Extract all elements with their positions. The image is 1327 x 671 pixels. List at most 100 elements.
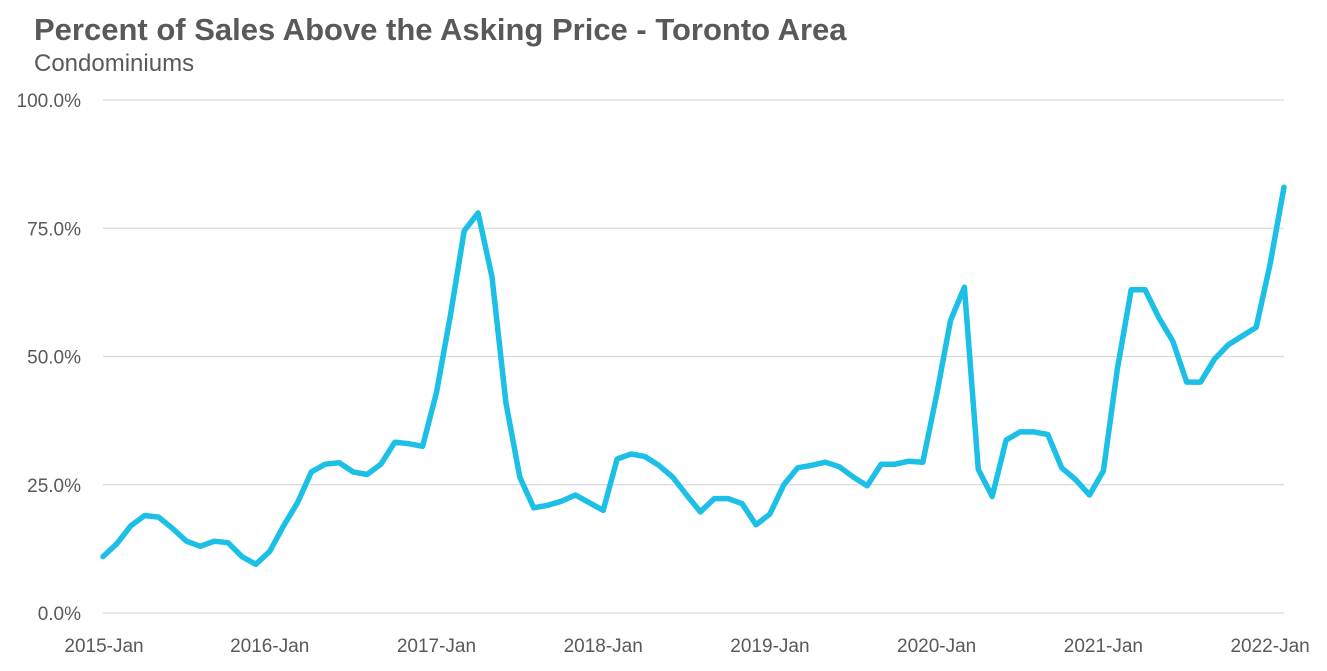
x-tick-label: 2018-Jan	[564, 636, 643, 657]
data-point	[711, 496, 717, 502]
x-tick-label: 2022-Jan	[1230, 636, 1309, 657]
data-point	[989, 494, 995, 500]
data-point	[114, 541, 120, 547]
data-point	[628, 451, 634, 457]
data-point	[864, 483, 870, 489]
data-point	[934, 392, 940, 398]
data-point	[1225, 342, 1231, 348]
series-line	[100, 184, 1287, 568]
data-point	[767, 511, 773, 517]
chart-title: Percent of Sales Above the Asking Price …	[34, 12, 847, 47]
data-point	[795, 465, 801, 471]
x-axis-ticks: 2015-Jan 2016-Jan 2017-Jan 2018-Jan 2019-Jan…	[64, 636, 1309, 657]
data-point	[197, 543, 203, 549]
data-point	[906, 458, 912, 464]
data-point	[503, 400, 509, 406]
data-point	[475, 210, 481, 216]
data-point	[433, 389, 439, 395]
data-point	[406, 441, 412, 447]
data-point	[336, 460, 342, 466]
data-point	[684, 492, 690, 498]
data-point	[1017, 429, 1023, 435]
series-layer	[100, 184, 1287, 568]
data-point	[739, 501, 745, 507]
data-point	[1031, 429, 1037, 435]
data-point	[697, 509, 703, 515]
y-axis-ticks: 0.0% 25.0% 50.0% 75.0% 100.0%	[17, 91, 82, 625]
data-point	[1142, 287, 1148, 293]
x-tick-label: 2020-Jan	[897, 636, 976, 657]
data-point	[169, 525, 175, 531]
y-tick-label: 25.0%	[27, 476, 81, 497]
data-point	[1128, 287, 1134, 293]
data-point	[364, 471, 370, 477]
data-point	[225, 540, 231, 546]
data-point	[545, 502, 551, 508]
data-point	[211, 538, 217, 544]
x-tick-label: 2017-Jan	[397, 636, 476, 657]
data-point	[295, 500, 301, 506]
data-point	[948, 318, 954, 324]
data-point	[1045, 431, 1051, 437]
data-point	[892, 461, 898, 467]
y-tick-label: 0.0%	[38, 604, 81, 625]
data-point	[461, 228, 467, 234]
x-tick-label: 2021-Jan	[1064, 636, 1143, 657]
data-point	[1156, 315, 1162, 321]
data-point	[961, 284, 967, 290]
data-point	[420, 443, 426, 449]
data-point	[322, 461, 328, 467]
y-tick-label: 75.0%	[27, 219, 81, 240]
data-point	[614, 456, 620, 462]
data-point	[1073, 477, 1079, 483]
y-tick-label: 100.0%	[17, 91, 82, 112]
data-point	[128, 523, 134, 529]
data-point	[1184, 379, 1190, 385]
data-point	[642, 454, 648, 460]
data-point	[1253, 324, 1259, 330]
x-tick-label: 2015-Jan	[64, 636, 143, 657]
data-point	[183, 538, 189, 544]
data-point	[781, 482, 787, 488]
data-point	[378, 461, 384, 467]
data-point	[975, 466, 981, 472]
data-point	[156, 514, 162, 520]
data-point	[239, 554, 245, 560]
data-point	[350, 469, 356, 475]
data-point	[308, 469, 314, 475]
data-point	[447, 312, 453, 318]
data-point	[253, 561, 259, 567]
data-point	[517, 474, 523, 480]
data-point	[836, 464, 842, 470]
data-point	[100, 554, 106, 560]
x-tick-label: 2016-Jan	[230, 636, 309, 657]
data-point	[1003, 437, 1009, 443]
data-point	[1198, 379, 1204, 385]
data-point	[1267, 261, 1273, 267]
data-point	[586, 500, 592, 506]
data-point	[822, 459, 828, 465]
x-tick-label: 2019-Jan	[730, 636, 809, 657]
data-point	[559, 498, 565, 504]
data-point	[878, 461, 884, 467]
data-point	[1281, 184, 1287, 190]
data-point	[267, 548, 273, 554]
data-point	[489, 274, 495, 280]
data-point	[1170, 338, 1176, 344]
data-point	[392, 439, 398, 445]
data-point	[670, 474, 676, 480]
data-point	[1114, 366, 1120, 372]
data-point	[1239, 333, 1245, 339]
gridlines	[103, 99, 1284, 614]
data-point	[142, 513, 148, 519]
data-point	[531, 505, 537, 511]
y-tick-label: 50.0%	[27, 348, 81, 369]
data-point	[1212, 356, 1218, 362]
data-point	[656, 462, 662, 468]
data-point	[920, 459, 926, 465]
data-point	[850, 474, 856, 480]
data-point	[572, 492, 578, 498]
data-point	[809, 462, 815, 468]
data-point	[1100, 468, 1106, 474]
